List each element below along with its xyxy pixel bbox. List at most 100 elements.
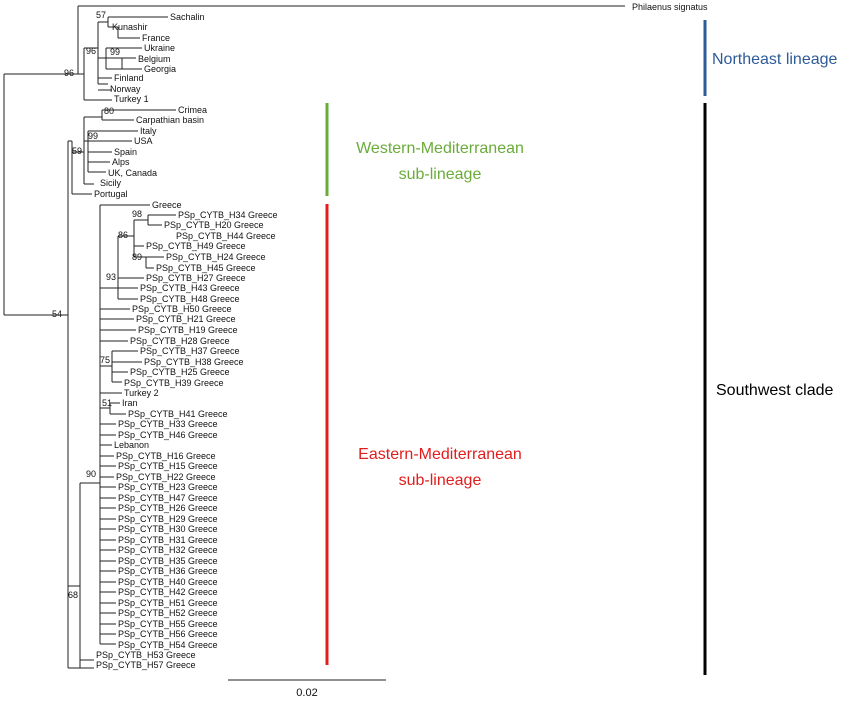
bootstrap-value: 96 xyxy=(86,46,96,56)
branch-99b xyxy=(84,130,138,173)
tip-label: France xyxy=(142,33,170,43)
bootstrap-value: 98 xyxy=(132,209,142,219)
branch-86 xyxy=(118,220,144,257)
tip-label: PSp_CYTB_H33 Greece xyxy=(118,419,218,429)
tip-label: PSp_CYTB_H23 Greece xyxy=(118,482,218,492)
branch-western xyxy=(68,140,92,195)
tip-label: PSp_CYTB_H28 Greece xyxy=(130,336,230,346)
bootstrap-value: 51 xyxy=(102,398,112,408)
bootstrap-value: 59 xyxy=(72,146,82,156)
tip-label: UK, Canada xyxy=(108,168,157,178)
scale-bar: 0.02 xyxy=(228,679,386,699)
scale-bar-label: 0.02 xyxy=(296,687,317,699)
branch-ne-inner xyxy=(97,21,112,91)
bootstrap-value: 93 xyxy=(106,272,116,282)
tip-label: PSp_CYTB_H30 Greece xyxy=(118,524,218,534)
tip-label: PSp_CYTB_H31 Greece xyxy=(118,535,218,545)
tip-label: Kunashir xyxy=(112,22,148,32)
tip-label: Crimea xyxy=(178,105,207,115)
branch-southwest xyxy=(4,141,69,668)
tip-label: Spain xyxy=(114,147,137,157)
branch-75 xyxy=(100,350,142,383)
tip-label: Sachalin xyxy=(170,12,205,22)
support-values: 57 99 96 96 80 99 59 54 98 86 89 93 75 51 90 68 xyxy=(52,10,142,600)
tip-label: PSp_CYTB_H48 Greece xyxy=(140,294,240,304)
northeast-clade-label: Northeast lineage xyxy=(712,51,838,68)
bootstrap-value: 90 xyxy=(86,469,96,479)
tip-label: PSp_CYTB_H25 Greece xyxy=(130,367,230,377)
branch-93 xyxy=(100,236,144,300)
tip-label: PSp_CYTB_H22 Greece xyxy=(116,472,216,482)
branch-59 xyxy=(72,117,94,185)
branch-99a xyxy=(105,47,142,70)
tip-label: PSp_CYTB_H44 Greece xyxy=(176,231,276,241)
branch-80 xyxy=(84,109,176,121)
tip-label: PSp_CYTB_H42 Greece xyxy=(118,587,218,597)
bootstrap-value: 99 xyxy=(88,131,98,141)
western-clade-label-line1: Western-Mediterranean xyxy=(356,140,524,157)
tip-label: Georgia xyxy=(144,64,176,74)
tip-label: Turkey 2 xyxy=(124,388,159,398)
tip-label: Finland xyxy=(114,73,144,83)
tip-label: Turkey 1 xyxy=(114,94,149,104)
tip-label: PSp_CYTB_H49 Greece xyxy=(146,241,246,251)
tip-label: PSp_CYTB_H29 Greece xyxy=(118,514,218,524)
branch-98 xyxy=(134,214,176,226)
tip-label: Carpathian basin xyxy=(136,115,204,125)
bootstrap-value: 96 xyxy=(64,68,74,78)
tip-label: Lebanon xyxy=(114,440,149,450)
tip-label: Italy xyxy=(140,126,157,136)
tip-label: PSp_CYTB_H43 Greece xyxy=(140,283,240,293)
bootstrap-value: 80 xyxy=(104,106,114,116)
tip-label: PSp_CYTB_H20 Greece xyxy=(164,220,264,230)
eastern-clade-label-line1: Eastern-Mediterranean xyxy=(358,446,522,463)
bootstrap-value: 86 xyxy=(118,230,128,240)
eastern-clade-label-line2: sub-lineage xyxy=(399,472,482,489)
tip-label: PSp_CYTB_H46 Greece xyxy=(118,430,218,440)
tip-label: Alps xyxy=(112,157,130,167)
tip-label: PSp_CYTB_H45 Greece xyxy=(156,263,256,273)
tip-label: PSp_CYTB_H40 Greece xyxy=(118,577,218,587)
branch-89 xyxy=(134,256,164,269)
branch-57 xyxy=(107,16,168,39)
tip-label: PSp_CYTB_H35 Greece xyxy=(118,556,218,566)
tip-label: PSp_CYTB_H37 Greece xyxy=(140,346,240,356)
bootstrap-value: 54 xyxy=(52,309,62,319)
tip-label: PSp_CYTB_H26 Greece xyxy=(118,503,218,513)
tip-label: PSp_CYTB_H34 Greece xyxy=(178,210,278,220)
tip-label: Ukraine xyxy=(144,43,175,53)
tip-label: PSp_CYTB_H16 Greece xyxy=(116,451,216,461)
bootstrap-value: 57 xyxy=(96,10,106,20)
branch-68 xyxy=(68,483,94,669)
clade-annotations: Northeast lineage Western-Mediterranean … xyxy=(325,20,838,675)
western-clade-label-line2: sub-lineage xyxy=(399,166,482,183)
tip-label: USA xyxy=(134,136,153,146)
tip-label: PSp_CYTB_H38 Greece xyxy=(144,357,244,367)
tip-label: Greece xyxy=(152,200,182,210)
tip-label: Norway xyxy=(110,84,141,94)
tip-label: PSp_CYTB_H15 Greece xyxy=(118,461,218,471)
tip-label: PSp_CYTB_H53 Greece xyxy=(96,650,196,660)
tip-label: PSp_CYTB_H50 Greece xyxy=(132,304,232,314)
tip-label: PSp_CYTB_H19 Greece xyxy=(138,325,238,335)
tip-label: PSp_CYTB_H52 Greece xyxy=(118,608,218,618)
branch-outgroup xyxy=(4,5,625,75)
tip-label: Belgium xyxy=(138,54,171,64)
tip-label: PSp_CYTB_H47 Greece xyxy=(118,493,218,503)
tree-branches xyxy=(3,5,625,669)
tip-label: Portugal xyxy=(94,189,128,199)
tip-label: PSp_CYTB_H55 Greece xyxy=(118,619,218,629)
southwest-clade-label: Southwest clade xyxy=(716,382,834,399)
branch-51 xyxy=(100,402,126,415)
tip-label-outgroup: Philaenus signatus xyxy=(632,2,708,12)
bootstrap-value: 99 xyxy=(110,47,120,57)
tip-label: Iran xyxy=(122,398,138,408)
tip-label: PSp_CYTB_H56 Greece xyxy=(118,629,218,639)
tip-labels: Sachalin KunashirFranceUkraineBelgiumGeor… xyxy=(94,12,278,670)
tip-label: PSp_CYTB_H21 Greece xyxy=(136,314,236,324)
tip-label: PSp_CYTB_H27 Greece xyxy=(146,273,246,283)
tip-label: PSp_CYTB_H41 Greece xyxy=(128,409,228,419)
branch-eastern-tips xyxy=(100,204,150,635)
